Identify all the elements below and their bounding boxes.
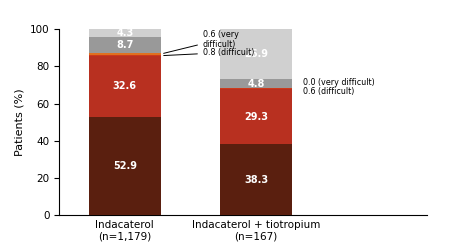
Text: 26.9: 26.9 [244,49,268,59]
Y-axis label: Patients (%): Patients (%) [14,88,24,156]
Bar [89,37,161,53]
Text: 29.3: 29.3 [244,112,268,122]
Bar [89,117,161,215]
Text: 32.6: 32.6 [113,81,137,91]
Text: 38.3: 38.3 [244,175,268,185]
Bar [220,29,292,79]
Bar [89,29,161,37]
Text: 0.6 (very
difficult): 0.6 (very difficult) [164,30,239,53]
Bar [89,56,161,117]
Text: 8.7: 8.7 [116,40,134,50]
Bar [220,144,292,215]
Bar [89,53,161,54]
Text: 4.3: 4.3 [116,28,134,38]
Text: 0.0 (very difficult): 0.0 (very difficult) [302,78,374,87]
Bar [220,89,292,144]
Text: 0.8 (difficult): 0.8 (difficult) [164,48,254,57]
Text: 4.8: 4.8 [247,79,265,89]
Text: 0.6 (difficult): 0.6 (difficult) [302,87,354,96]
Bar [220,79,292,88]
Bar [220,88,292,89]
Bar [89,54,161,56]
Text: 52.9: 52.9 [113,161,137,171]
